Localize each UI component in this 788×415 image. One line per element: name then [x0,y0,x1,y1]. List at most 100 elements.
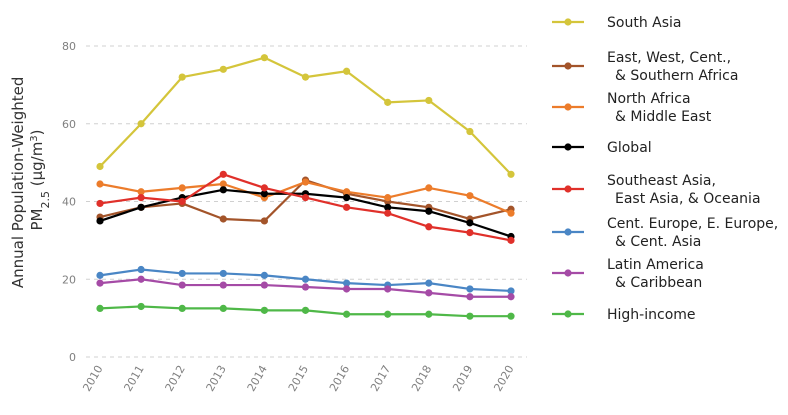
data-point [137,275,145,283]
legend-marker [564,228,572,236]
data-point [466,312,474,320]
data-point [425,184,433,192]
data-point [178,304,186,313]
data-point [219,269,227,278]
data-point [384,310,392,318]
legend-marker [564,310,572,318]
data-point [96,279,104,287]
data-point [219,281,227,289]
data-point [466,127,474,136]
y-tick-labels: 0 20 40 60 80 [62,40,76,364]
data-point [137,302,145,311]
x-tick-label: 2013 [204,363,229,394]
data-point [96,271,104,279]
data-point [425,223,433,231]
legend-label: High-income [607,307,696,323]
legend-item: High-income [552,307,696,323]
series-0 [96,54,515,178]
data-point [384,285,392,293]
data-point [384,209,392,217]
series-7 [96,302,515,320]
data-point [96,217,104,225]
data-point [384,203,392,211]
data-point [178,281,186,289]
legend: South Asia East, West, Cent., & Southern A… [552,15,778,323]
data-point [343,285,351,293]
data-point [137,120,145,128]
data-point [96,199,104,208]
data-point [425,279,433,287]
legend-label: South Asia [607,15,681,31]
data-point [301,283,310,291]
data-point [466,192,474,200]
data-point [219,65,227,73]
x-tick-label: 2012 [163,363,188,394]
data-point [425,289,433,297]
x-tick-label: 2011 [121,363,146,394]
y-tick-label: 40 [62,196,76,209]
y-tick-label: 20 [62,273,76,286]
data-point [301,306,310,314]
data-point [466,293,474,301]
legend-item: Latin America & Caribbean [552,257,704,291]
data-point [343,279,351,287]
data-point [260,217,268,225]
data-point [219,170,227,178]
series-5 [96,265,515,295]
legend-item: Global [552,140,652,156]
series-lines [96,54,515,320]
data-point [384,194,392,202]
legend-item: Cent. Europe, E. Europe, & Cent. Asia [552,216,778,250]
data-point [425,207,433,215]
legend-label: Southeast Asia, East Asia, & Oceania [607,173,761,207]
data-point [343,310,351,318]
data-point [466,219,474,227]
data-point [219,215,227,223]
legend-marker [564,62,572,70]
series-6 [96,275,515,301]
data-point [260,306,268,314]
data-point [137,203,145,211]
data-point [137,265,145,274]
data-point [425,96,433,105]
series-4 [96,170,515,244]
data-point [178,184,186,192]
data-point [343,203,351,211]
data-point [466,229,474,237]
x-tick-label: 2017 [368,363,393,394]
data-point [301,73,310,81]
data-point [219,304,227,313]
data-point [301,178,310,186]
x-tick-label: 2020 [491,363,516,394]
data-point [301,275,310,283]
data-point [343,188,351,196]
legend-marker [564,269,572,277]
legend-marker [564,185,572,193]
data-point [260,271,268,279]
data-point [96,180,104,188]
legend-item: North Africa & Middle East [552,91,712,125]
legend-item: Southeast Asia, East Asia, & Oceania [552,173,761,207]
x-tick-label: 2016 [327,363,352,394]
y-tick-label: 60 [62,118,76,131]
legend-label: Global [607,140,652,156]
data-point [507,293,515,301]
legend-label: Latin America & Caribbean [607,257,704,291]
x-tick-label: 2015 [286,363,311,394]
data-point [384,98,392,106]
legend-marker [564,103,572,111]
data-point [260,190,268,198]
data-point [178,73,186,81]
data-point [507,170,515,178]
data-point [260,184,268,192]
legend-item: East, West, Cent., & Southern Africa [552,50,738,84]
legend-marker [564,18,572,26]
data-point [219,186,227,194]
data-point [178,197,186,206]
legend-label: Cent. Europe, E. Europe, & Cent. Asia [607,216,778,250]
data-point [343,194,351,202]
x-tick-label: 2019 [450,363,475,394]
data-point [137,194,145,202]
x-tick-label: 2014 [245,363,270,394]
